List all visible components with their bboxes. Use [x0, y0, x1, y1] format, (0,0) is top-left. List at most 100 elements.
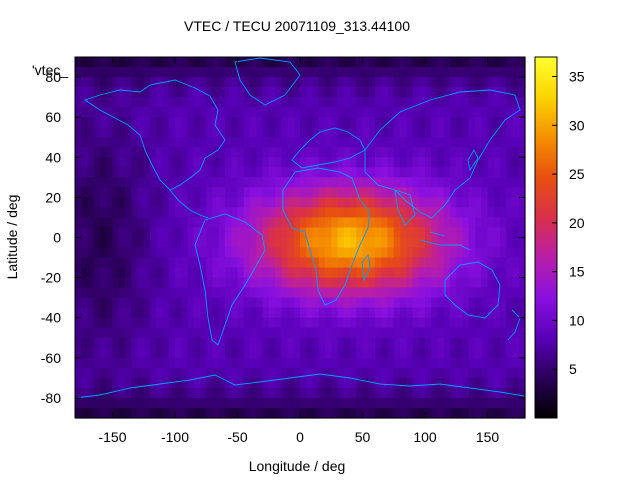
- heatmap-cell: [487, 67, 495, 78]
- heatmap-cell: [318, 387, 326, 399]
- heatmap-cell: [225, 307, 232, 319]
- heatmap-cell: [281, 87, 289, 98]
- heatmap-cell: [212, 297, 220, 309]
- heatmap-cell: [412, 67, 420, 78]
- heatmap-cell: [225, 187, 232, 198]
- heatmap-cell: [462, 267, 470, 279]
- heatmap-cell: [237, 267, 245, 279]
- heatmap-cell: [331, 197, 339, 209]
- heatmap-cell: [218, 67, 226, 78]
- heatmap-cell: [281, 297, 289, 309]
- heatmap-cell: [181, 117, 189, 128]
- heatmap-cell: [125, 237, 132, 249]
- heatmap-cell: [225, 167, 232, 178]
- heatmap-cell: [87, 167, 95, 178]
- heatmap-cell: [143, 317, 151, 329]
- heatmap-cell: [375, 137, 382, 148]
- heatmap-cell: [262, 107, 270, 118]
- heatmap-cell: [381, 127, 389, 138]
- heatmap-cell: [443, 57, 451, 68]
- heatmap-cell: [193, 347, 201, 359]
- heatmap-cell: [125, 247, 132, 259]
- heatmap-cell: [356, 197, 364, 209]
- heatmap-cell: [450, 197, 457, 209]
- heatmap-cell: [168, 287, 176, 299]
- heatmap-cell: [162, 267, 170, 279]
- heatmap-cell: [237, 77, 245, 88]
- heatmap-cell: [462, 337, 470, 349]
- heatmap-cell: [87, 187, 95, 198]
- heatmap-cell: [81, 97, 89, 108]
- heatmap-cell: [362, 67, 370, 78]
- heatmap-cell: [450, 407, 457, 419]
- heatmap-cell: [393, 97, 401, 108]
- heatmap-cell: [300, 287, 307, 299]
- heatmap-cell: [431, 337, 439, 349]
- heatmap-cell: [487, 207, 495, 219]
- heatmap-cell: [393, 237, 401, 249]
- heatmap-cell: [200, 327, 207, 339]
- heatmap-cell: [387, 247, 395, 259]
- heatmap-cell: [412, 377, 420, 389]
- heatmap-cell: [293, 137, 301, 148]
- heatmap-cell: [150, 297, 157, 309]
- heatmap-cell: [200, 347, 207, 359]
- heatmap-cell: [262, 307, 270, 319]
- colorbar-tick-label: 20: [569, 215, 585, 231]
- heatmap-cell: [218, 287, 226, 299]
- heatmap-cell: [237, 177, 245, 188]
- heatmap-cell: [500, 137, 507, 148]
- heatmap-cell: [300, 97, 307, 108]
- heatmap-cell: [312, 287, 320, 299]
- heatmap-cell: [475, 397, 482, 409]
- heatmap-cell: [100, 407, 107, 419]
- heatmap-cell: [343, 227, 351, 239]
- heatmap-cell: [131, 397, 139, 409]
- heatmap-cell: [231, 197, 239, 209]
- heatmap-cell: [218, 207, 226, 219]
- heatmap-cell: [168, 317, 176, 329]
- heatmap-cell: [481, 297, 489, 309]
- heatmap-cell: [481, 247, 489, 259]
- heatmap-cell: [343, 117, 351, 128]
- heatmap-cell: [512, 287, 520, 299]
- heatmap-cell: [362, 77, 370, 88]
- heatmap-cell: [312, 227, 320, 239]
- heatmap-cell: [237, 147, 245, 158]
- heatmap-cell: [306, 267, 314, 279]
- heatmap-cell: [162, 127, 170, 138]
- heatmap-cell: [300, 67, 307, 78]
- heatmap-cell: [156, 247, 164, 259]
- heatmap-cell: [156, 307, 164, 319]
- heatmap-cell: [387, 137, 395, 148]
- heatmap-cell: [443, 177, 451, 188]
- heatmap-cell: [306, 347, 314, 359]
- heatmap-cell: [487, 127, 495, 138]
- heatmap-cell: [231, 247, 239, 259]
- heatmap-cell: [250, 317, 257, 329]
- heatmap-cell: [112, 287, 120, 299]
- heatmap-cell: [512, 187, 520, 198]
- heatmap-cell: [112, 257, 120, 269]
- coastline-north-america: [83, 79, 226, 191]
- heatmap-cell: [331, 97, 339, 108]
- heatmap-cell: [137, 227, 145, 239]
- heatmap-cell: [356, 107, 364, 118]
- heatmap-cell: [156, 257, 164, 269]
- heatmap-cell: [131, 377, 139, 389]
- heatmap-cell: [362, 367, 370, 379]
- heatmap-cell: [318, 217, 326, 229]
- heatmap-cell: [337, 197, 345, 209]
- heatmap-cell: [518, 217, 526, 229]
- heatmap-cell: [493, 197, 501, 209]
- heatmap-field: [75, 57, 526, 419]
- heatmap-cell: [462, 157, 470, 168]
- heatmap-cell: [100, 57, 107, 68]
- heatmap-cell: [168, 137, 176, 148]
- heatmap-cell: [518, 77, 526, 88]
- heatmap-cell: [312, 117, 320, 128]
- heatmap-cell: [506, 137, 514, 148]
- heatmap-cell: [118, 87, 126, 98]
- heatmap-cell: [200, 267, 207, 279]
- heatmap-cell: [162, 147, 170, 158]
